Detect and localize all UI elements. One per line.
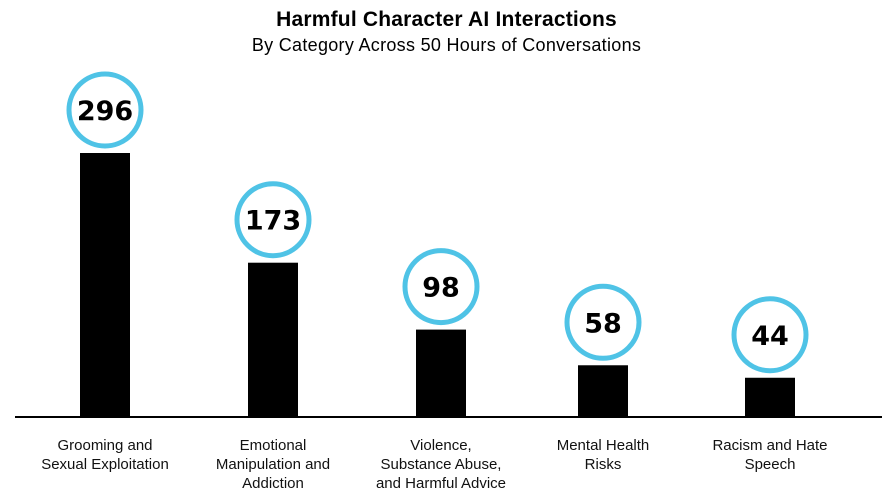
category-label-2-line-1: Emotional bbox=[240, 437, 307, 454]
category-label-3-line-2: Substance Abuse, bbox=[381, 456, 502, 473]
value-label-3: 98 bbox=[422, 273, 460, 304]
category-label-4-line-2: Risks bbox=[585, 456, 622, 473]
category-label-3-line-1: Violence, bbox=[410, 437, 471, 454]
value-circle-4 bbox=[564, 283, 642, 361]
value-circle-1 bbox=[66, 71, 144, 149]
bar-1 bbox=[80, 153, 130, 417]
category-label-5-line-2: Speech bbox=[745, 456, 796, 473]
category-label-5-line-1: Racism and Hate bbox=[712, 437, 827, 454]
category-label-3-line-3: and Harmful Advice bbox=[376, 475, 506, 492]
bar-2 bbox=[248, 262, 298, 417]
value-label-1: 296 bbox=[77, 96, 133, 127]
category-label-4-line-1: Mental Health bbox=[557, 437, 650, 454]
value-label-5: 44 bbox=[751, 321, 789, 352]
value-circle-2 bbox=[234, 181, 312, 259]
chart-subtitle: By Category Across 50 Hours of Conversat… bbox=[251, 35, 642, 55]
bar-3 bbox=[416, 329, 466, 417]
category-label-2-line-2: Manipulation and bbox=[216, 456, 330, 473]
value-label-4: 58 bbox=[584, 308, 622, 339]
category-label-2-line-3: Addiction bbox=[242, 475, 304, 492]
chart-title: Harmful Character AI Interactions bbox=[276, 8, 617, 31]
value-label-2: 173 bbox=[245, 206, 301, 237]
value-circle-5 bbox=[731, 296, 809, 374]
bar-4 bbox=[578, 365, 628, 417]
category-label-1-line-1: Grooming and bbox=[57, 437, 152, 454]
bar-5 bbox=[745, 377, 795, 417]
value-circle-3 bbox=[402, 248, 480, 326]
category-label-1-line-2: Sexual Exploitation bbox=[41, 456, 169, 473]
